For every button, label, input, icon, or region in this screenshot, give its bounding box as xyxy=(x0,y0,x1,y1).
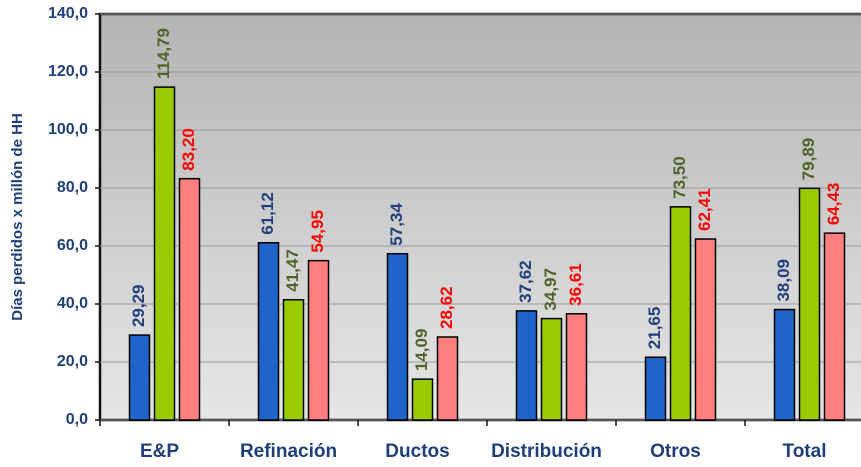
value-label: 38,09 xyxy=(774,259,793,302)
bar xyxy=(307,259,330,421)
y-tick-label: 20,0 xyxy=(57,353,88,370)
value-label: 28,62 xyxy=(437,286,456,329)
value-label: 73,50 xyxy=(670,156,689,199)
bar xyxy=(386,252,409,421)
value-label: 79,89 xyxy=(799,138,818,181)
value-label: 37,62 xyxy=(516,260,535,303)
x-tick-label: Otros xyxy=(650,441,701,462)
value-label: 114,79 xyxy=(154,28,173,79)
bar xyxy=(798,187,821,421)
bar xyxy=(694,238,717,421)
bar xyxy=(282,298,305,421)
bar xyxy=(153,86,176,421)
value-label: 62,41 xyxy=(695,188,714,231)
y-tick-label: 80,0 xyxy=(57,179,88,196)
y-axis-label: Días perdidos x millón de HH xyxy=(9,113,26,321)
value-label: 57,34 xyxy=(387,203,406,246)
bar xyxy=(540,317,563,421)
value-label: 36,61 xyxy=(566,263,585,306)
bar xyxy=(823,232,846,421)
x-tick-label: Distribución xyxy=(491,441,602,462)
plot-area xyxy=(98,12,861,422)
value-label: 83,20 xyxy=(179,128,198,171)
bar xyxy=(128,334,151,421)
x-tick-label: Refinación xyxy=(240,441,337,462)
bar xyxy=(411,378,434,421)
bar xyxy=(178,177,201,421)
y-tick-label: 100,0 xyxy=(48,121,88,138)
x-tick-label: Total xyxy=(783,441,827,462)
value-label: 14,09 xyxy=(412,329,431,372)
value-label: 41,47 xyxy=(283,249,302,292)
value-label: 21,65 xyxy=(645,307,664,350)
y-tick-label: 0,0 xyxy=(66,411,88,428)
value-label: 29,29 xyxy=(129,285,148,328)
value-label: 34,97 xyxy=(541,268,560,311)
y-tick-label: 120,0 xyxy=(48,63,88,80)
bar xyxy=(773,308,796,421)
y-tick-label: 60,0 xyxy=(57,237,88,254)
x-tick-label: Ductos xyxy=(385,441,449,462)
bar xyxy=(565,313,588,421)
bar xyxy=(257,242,280,421)
x-tick-label: E&P xyxy=(140,441,179,462)
bar xyxy=(436,336,459,421)
value-label: 61,12 xyxy=(258,192,277,235)
bar xyxy=(644,356,667,421)
y-tick-label: 40,0 xyxy=(57,295,88,312)
bar xyxy=(669,206,692,421)
bar xyxy=(515,310,538,421)
y-tick-label: 140,0 xyxy=(48,5,88,22)
value-label: 54,95 xyxy=(308,210,327,253)
value-label: 64,43 xyxy=(824,183,843,226)
